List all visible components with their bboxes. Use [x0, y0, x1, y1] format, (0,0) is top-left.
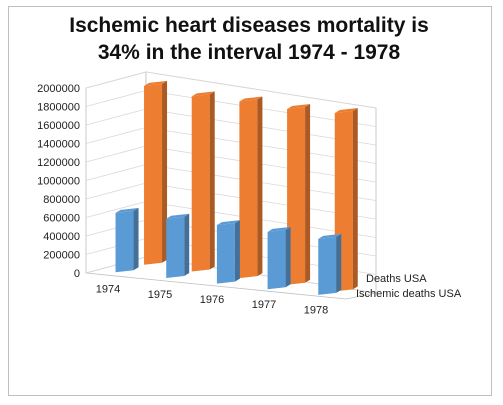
- x-tick-label: 1978: [304, 304, 328, 316]
- bar-ischemic-1976-side: [234, 220, 240, 282]
- bar-deaths-1975-side: [209, 91, 215, 270]
- bar-ischemic-1975: [166, 216, 185, 278]
- series-label-ischemic: Ischemic deaths USA: [356, 288, 462, 300]
- chart-title-line-1: Ischemic heart diseases mortality is: [69, 14, 429, 37]
- bar-ischemic-1974-side: [133, 207, 139, 271]
- bar-deaths-1974-side: [162, 80, 168, 263]
- bar-deaths-1975: [191, 94, 210, 272]
- y-tick-label: 2000000: [37, 83, 80, 95]
- bar-deaths-1974: [144, 83, 163, 265]
- bar-deaths-1978-top: [334, 108, 358, 114]
- y-tick-label: 800000: [43, 194, 80, 206]
- x-tick-label: 1977: [252, 299, 276, 311]
- x-tick-label: 1975: [148, 289, 172, 301]
- chart-title-line-2: 34% in the interval 1974 - 1978: [97, 41, 401, 64]
- series-label-deaths: Deaths USA: [366, 273, 427, 285]
- bar-deaths-1976-top: [239, 96, 263, 102]
- bar-ischemic-1976: [216, 223, 235, 284]
- y-tick-label: 200000: [43, 250, 80, 262]
- y-tick-label: 400000: [43, 231, 80, 243]
- bar-deaths-1977-top: [287, 103, 311, 109]
- y-tick-label: 1800000: [37, 102, 80, 114]
- chart-title: Ischemic heart diseases mortality is 34%…: [8, 12, 490, 66]
- bar-deaths-1978-side: [352, 108, 358, 290]
- y-tick-label: 1600000: [37, 120, 80, 132]
- bar-ischemic-1974-top: [115, 207, 139, 213]
- bar-ischemic-1978: [318, 236, 337, 295]
- bar-deaths-1977: [287, 106, 306, 285]
- y-tick-label: 600000: [43, 213, 80, 225]
- bar-ischemic-1974: [115, 210, 134, 273]
- bar-deaths-1976: [239, 99, 258, 279]
- bar-deaths-1977-side: [305, 103, 311, 283]
- bar-ischemic-1975-top: [166, 213, 190, 219]
- bar-deaths-1974-top: [144, 80, 168, 86]
- y-tick-label: 1000000: [37, 176, 80, 188]
- bar-deaths-1976-side: [257, 96, 263, 277]
- y-tick-label: 1200000: [37, 157, 80, 169]
- bar-ischemic-1976-top: [216, 220, 240, 226]
- bar-deaths-1975-top: [191, 91, 215, 97]
- bar-ischemic-1978-side: [336, 233, 342, 293]
- bar-ischemic-1977: [267, 229, 286, 290]
- bar-ischemic-1978-top: [318, 233, 342, 239]
- gridline: [85, 71, 377, 109]
- y-tick-label: 1400000: [37, 139, 80, 151]
- y-tick-label: 0: [74, 268, 80, 280]
- bar-ischemic-1975-side: [184, 213, 190, 276]
- x-tick-label: 1974: [96, 284, 120, 296]
- bar-ischemic-1977-top: [267, 226, 291, 232]
- x-tick-label: 1976: [200, 294, 224, 306]
- bar-ischemic-1977-side: [285, 226, 291, 288]
